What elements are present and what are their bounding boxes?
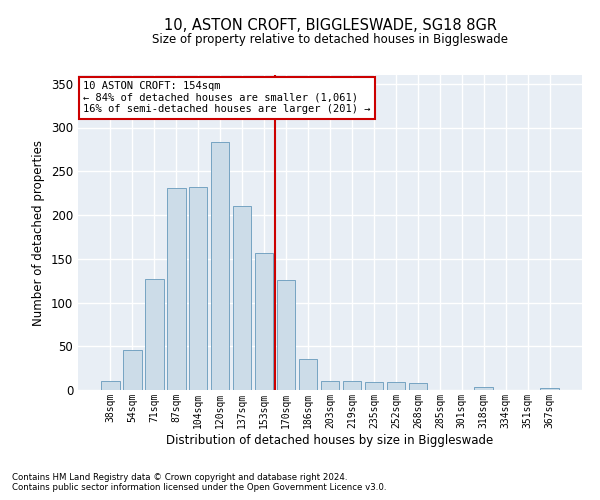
Y-axis label: Number of detached properties: Number of detached properties (32, 140, 46, 326)
Bar (123, 350, 142, 390)
Bar (277, 280, 295, 390)
Text: 10, ASTON CROFT, BIGGLESWADE, SG18 8GR: 10, ASTON CROFT, BIGGLESWADE, SG18 8GR (163, 18, 497, 32)
Bar (189, 187, 208, 390)
Bar (475, 388, 493, 390)
Bar (365, 382, 383, 390)
Text: 10 ASTON CROFT: 154sqm
← 84% of detached houses are smaller (1,061)
16% of semi-: 10 ASTON CROFT: 154sqm ← 84% of detached… (83, 82, 371, 114)
Text: Contains HM Land Registry data © Crown copyright and database right 2024.: Contains HM Land Registry data © Crown c… (12, 474, 347, 482)
X-axis label: Distribution of detached houses by size in Biggleswade: Distribution of detached houses by size … (166, 434, 494, 446)
Bar (145, 279, 164, 390)
Bar (541, 388, 559, 390)
Text: Contains public sector information licensed under the Open Government Licence v3: Contains public sector information licen… (12, 484, 386, 492)
Bar (211, 142, 229, 390)
Bar (386, 382, 405, 390)
Bar (409, 383, 427, 390)
Text: Size of property relative to detached houses in Biggleswade: Size of property relative to detached ho… (152, 32, 508, 46)
Bar (255, 252, 274, 390)
Bar (299, 360, 317, 390)
Bar (101, 381, 119, 390)
Bar (343, 381, 361, 390)
Bar (320, 381, 340, 390)
Bar (167, 188, 185, 390)
Bar (233, 206, 251, 390)
